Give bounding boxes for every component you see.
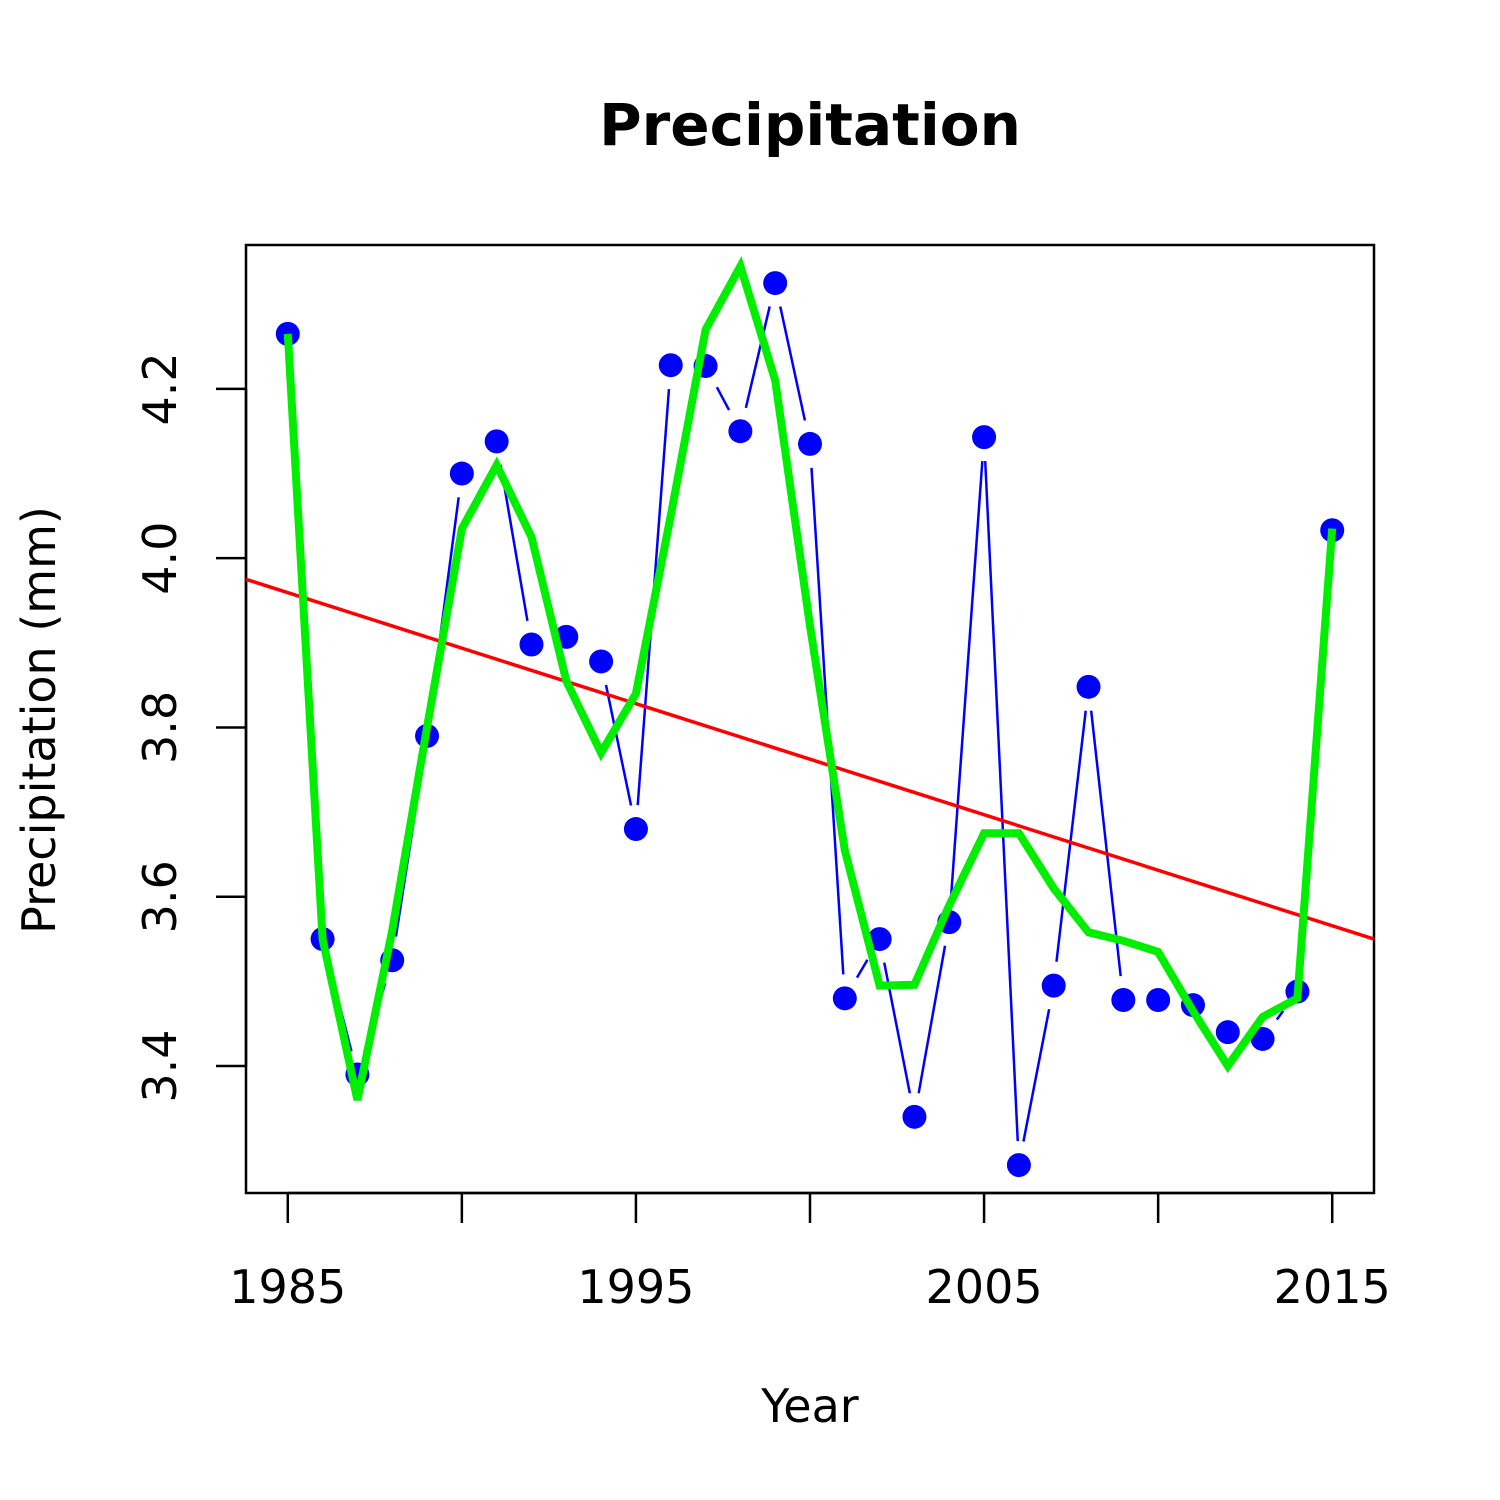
x-tick-label: 2015	[1274, 1260, 1391, 1314]
observed-point	[484, 429, 509, 454]
observed-point	[832, 986, 857, 1011]
y-tick-label: 4.2	[133, 352, 187, 425]
smoothed-line	[283, 255, 1337, 1101]
observed-point	[1146, 988, 1171, 1013]
observed-point	[449, 461, 474, 486]
observed-point	[1006, 1153, 1031, 1178]
trend-line	[245, 577, 1375, 941]
x-tick-label: 2005	[926, 1260, 1043, 1314]
observed-segment	[1055, 710, 1087, 962]
observed-segment	[1275, 1010, 1285, 1021]
observed-segment	[917, 945, 947, 1094]
observed-segment	[779, 306, 807, 421]
observed-point	[1076, 674, 1101, 699]
observed-point	[519, 632, 544, 657]
observed-point	[275, 321, 300, 346]
observed-segment	[744, 306, 771, 409]
observed-point	[902, 1104, 927, 1129]
observed-segment	[855, 959, 869, 979]
series-layer	[245, 255, 1375, 1178]
y-tick-label: 4.0	[133, 522, 187, 595]
observed-point	[798, 431, 822, 456]
observed-segment	[1022, 1008, 1051, 1142]
x-tick-label: 1995	[577, 1260, 694, 1314]
observed-point	[728, 419, 753, 444]
observed-point	[1215, 1020, 1240, 1045]
x-axis: 1985 1995 2005 2015	[229, 1191, 1391, 1314]
observed-segment	[1089, 710, 1122, 977]
y-axis-label: Precipitation (mm)	[12, 506, 66, 934]
observed-point	[1041, 973, 1066, 998]
y-tick-label: 3.8	[133, 691, 187, 764]
observed-segment	[949, 460, 984, 899]
observed-segment	[715, 386, 731, 411]
observed-point	[658, 353, 683, 378]
y-axis: 3.4 3.6 3.8 4.0 4.2	[133, 352, 248, 1103]
chart-title: Precipitation	[599, 91, 1021, 159]
plot-frame	[244, 243, 1376, 1195]
observed-point	[1250, 1026, 1275, 1051]
observed-segment	[983, 461, 1019, 1142]
y-tick-label: 3.6	[133, 860, 187, 933]
observed-point	[1111, 988, 1136, 1013]
observed-point	[589, 649, 614, 674]
y-tick-label: 3.4	[133, 1029, 187, 1102]
observed-point	[867, 927, 892, 952]
observed-point	[763, 271, 788, 296]
observed-segment	[604, 684, 633, 806]
observed-point	[623, 817, 648, 842]
x-axis-label: Year	[760, 1379, 858, 1433]
x-tick-label: 1985	[229, 1260, 346, 1314]
observed-point	[972, 425, 997, 450]
